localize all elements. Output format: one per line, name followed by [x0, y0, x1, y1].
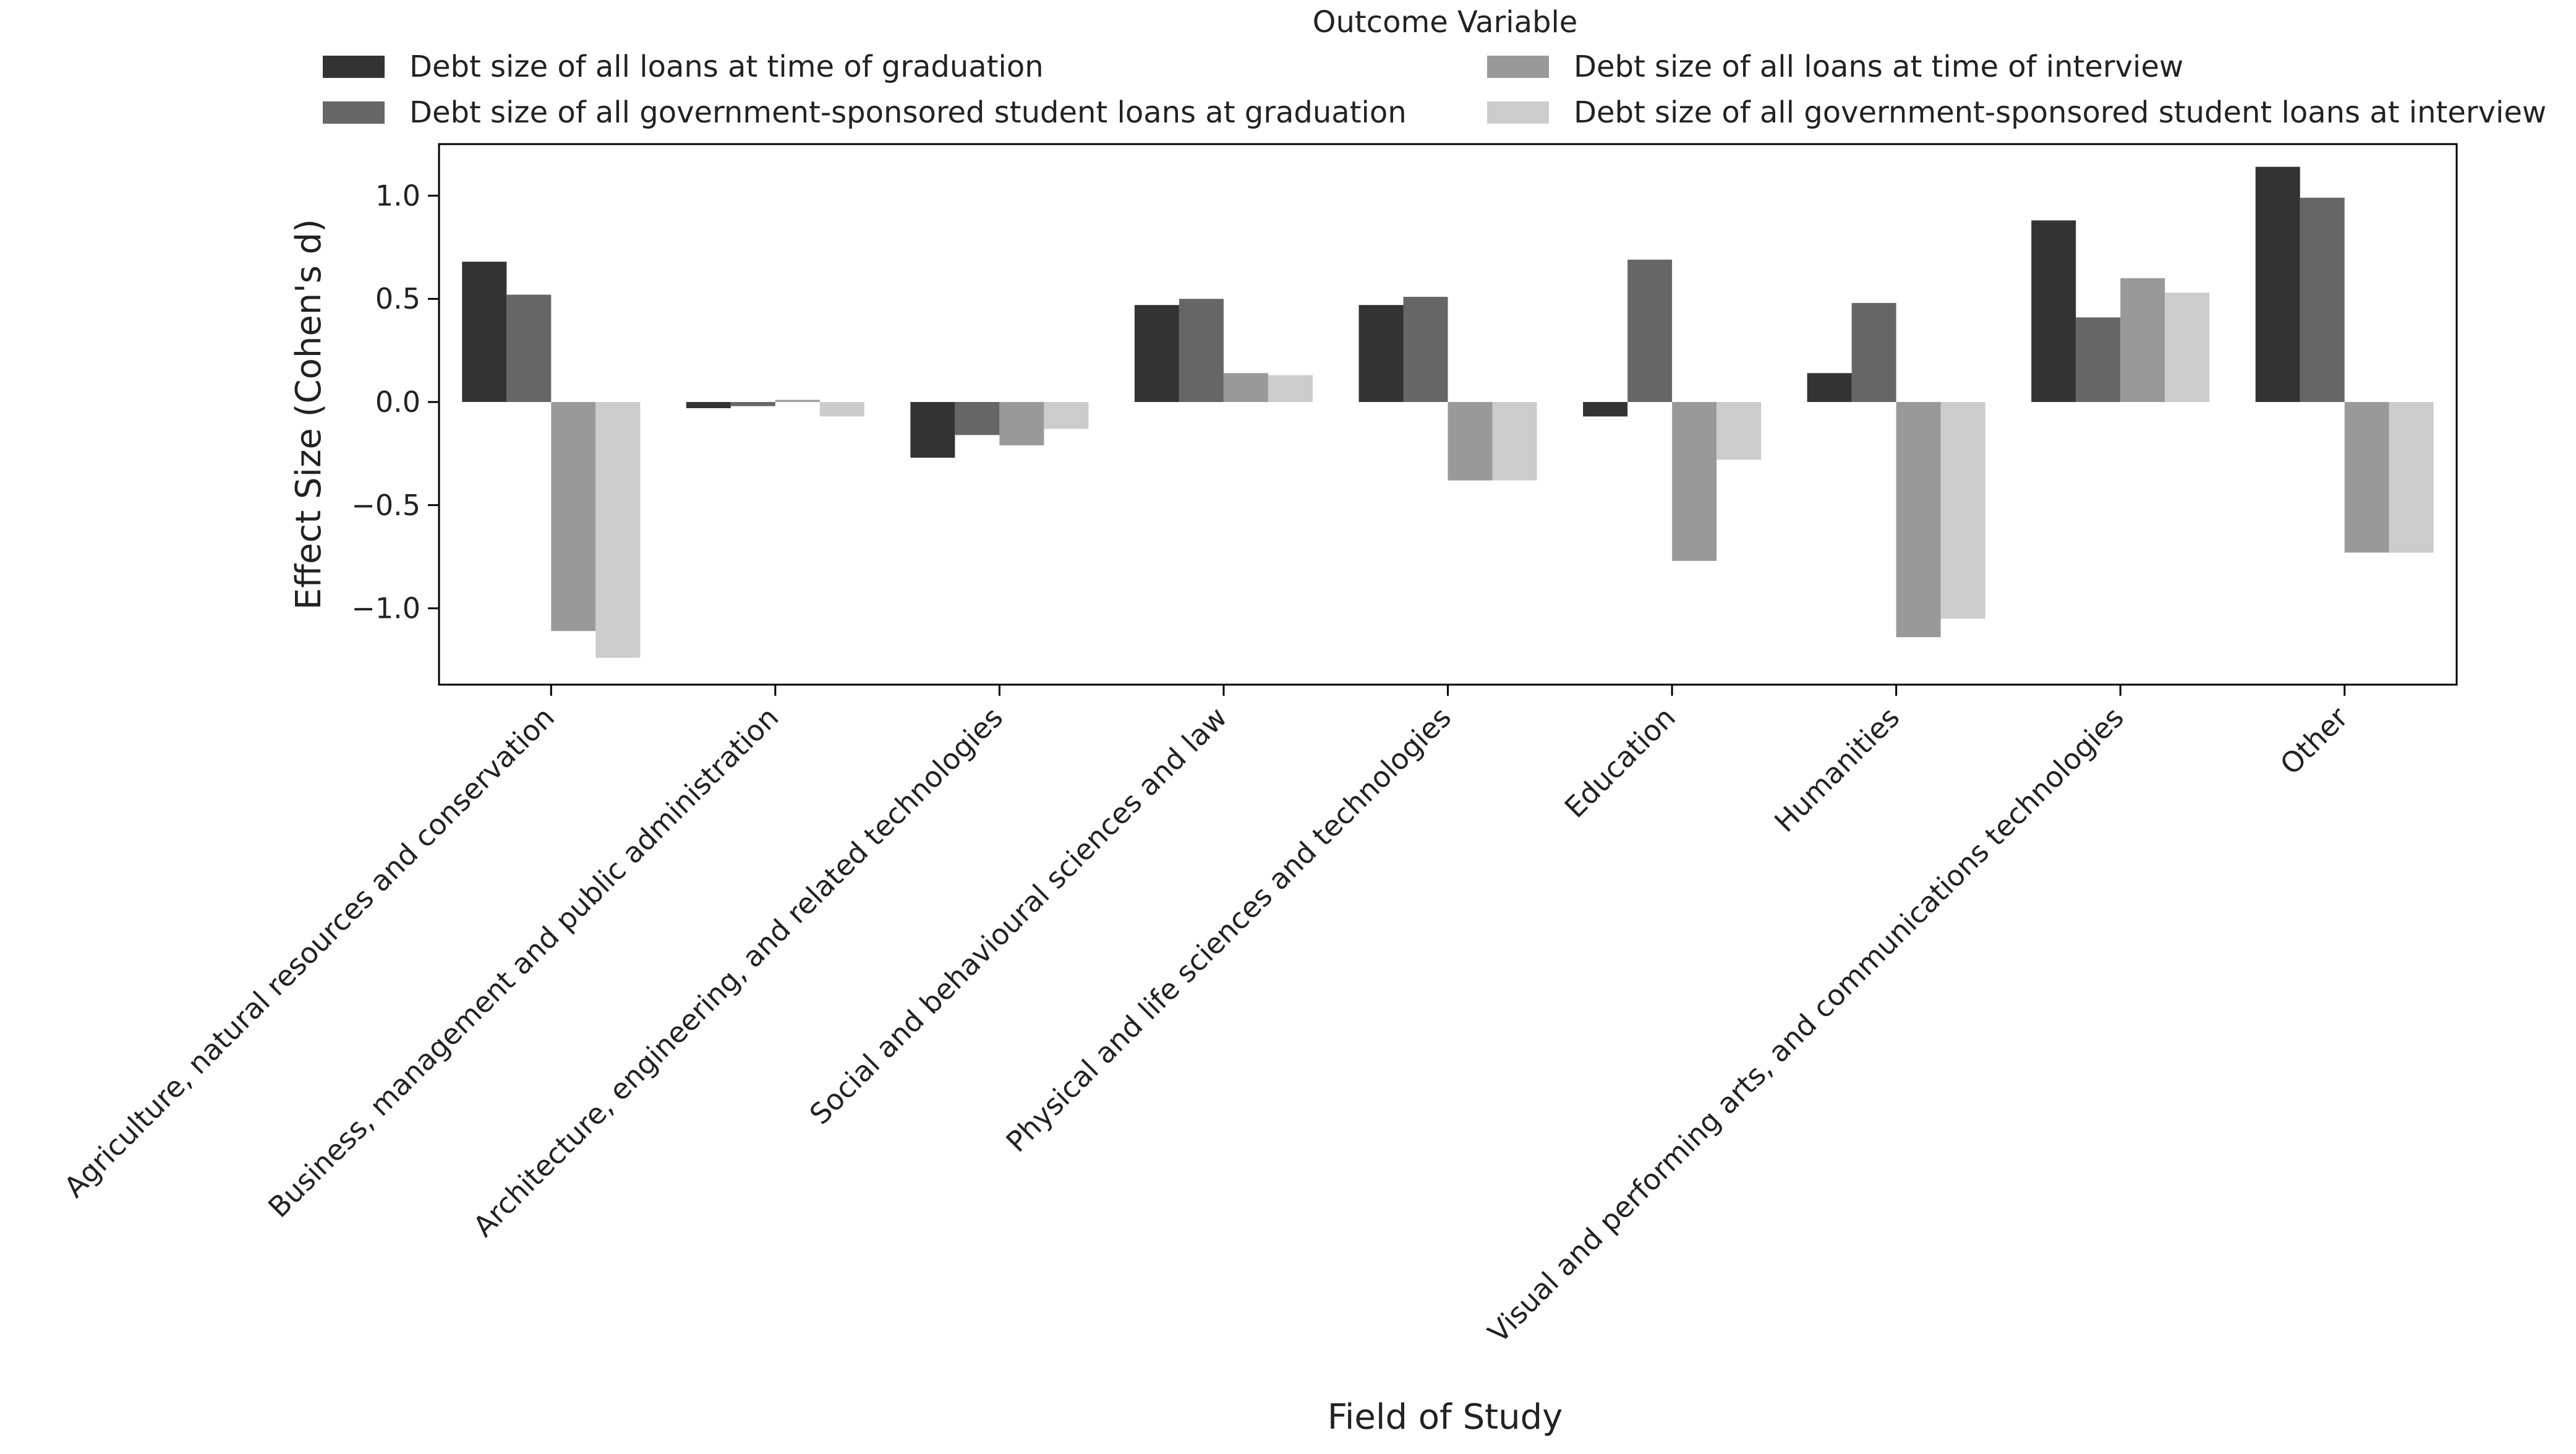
legend-swatch-4 — [1487, 101, 1549, 124]
bar-series-1-3 — [910, 402, 955, 458]
bar-series-4-9 — [2389, 402, 2434, 553]
bar-series-4-5 — [1492, 402, 1537, 481]
bar-series-1-4 — [1134, 305, 1179, 402]
bar-series-4-3 — [1044, 402, 1089, 429]
bar-series-3-6 — [1672, 402, 1717, 561]
y-tick-label: −0.5 — [351, 489, 420, 522]
y-tick-label: 0.5 — [375, 282, 420, 315]
legend-title: Outcome Variable — [1313, 5, 1578, 40]
bar-series-1-8 — [2031, 220, 2076, 402]
legend-swatch-3 — [1487, 56, 1549, 78]
x-axis-label: Field of Study — [1328, 1397, 1563, 1437]
x-tick-label: Social and behavioural sciences and law — [803, 701, 1234, 1131]
x-tick-label: Agriculture, natural resources and conse… — [58, 701, 561, 1204]
y-tick-label: −1.0 — [351, 592, 420, 625]
x-tick-label: Physical and life sciences and technolog… — [999, 701, 1457, 1159]
legend-label-1: Debt size of all loans at time of gradua… — [409, 49, 1044, 84]
legend-label-2: Debt size of all government-sponsored st… — [409, 95, 1407, 130]
bar-series-2-1 — [506, 294, 552, 402]
bar-series-4-7 — [1940, 402, 1985, 619]
x-tick-label: Architecture, engineering, and related t… — [467, 701, 1010, 1244]
bar-series-4-1 — [595, 402, 641, 658]
bar-series-2-2 — [730, 402, 775, 406]
legend-swatch-1 — [323, 56, 385, 78]
bar-series-4-6 — [1717, 402, 1762, 460]
bar-series-3-5 — [1448, 402, 1493, 481]
x-axis: Agriculture, natural resources and conse… — [58, 685, 2355, 1349]
bar-series-2-5 — [1403, 296, 1448, 402]
legend: Outcome Variable Debt size of all loans … — [323, 5, 2546, 130]
bar-series-2-6 — [1627, 259, 1673, 402]
bar-series-1-9 — [2255, 166, 2300, 402]
bar-series-1-5 — [1358, 305, 1404, 402]
bar-series-1-1 — [462, 262, 507, 402]
bar-series-4-2 — [819, 402, 864, 417]
bar-series-1-2 — [686, 402, 731, 408]
y-axis-label: Effect Size (Cohen's d) — [289, 219, 329, 610]
bar-series-2-3 — [955, 402, 1000, 435]
bar-series-2-9 — [2300, 197, 2345, 402]
legend-label-4: Debt size of all government-sponsored st… — [1574, 95, 2546, 130]
x-tick-label: Education — [1558, 701, 1682, 824]
bar-series-3-2 — [775, 400, 820, 402]
bar-series-4-8 — [2165, 293, 2210, 402]
x-tick-label: Humanities — [1768, 701, 1906, 839]
bar-series-3-8 — [2120, 278, 2165, 402]
bar-series-3-4 — [1223, 373, 1268, 402]
x-tick-label: Other — [2274, 701, 2355, 782]
x-tick-label: Business, management and public administ… — [262, 701, 785, 1225]
plot-frame — [438, 143, 2458, 686]
legend-swatch-2 — [323, 101, 385, 124]
legend-label-3: Debt size of all loans at time of interv… — [1574, 49, 2183, 84]
bar-series-3-3 — [999, 402, 1044, 446]
y-tick-label: 0.0 — [375, 385, 420, 419]
bar-series-3-7 — [1896, 402, 1941, 638]
y-tick-label: 1.0 — [375, 179, 420, 212]
bars-group — [462, 166, 2434, 658]
bar-series-2-4 — [1179, 299, 1224, 402]
bar-series-1-6 — [1583, 402, 1628, 417]
bar-series-3-9 — [2344, 402, 2389, 553]
bar-series-1-7 — [1807, 373, 1852, 402]
bar-series-2-8 — [2076, 317, 2121, 402]
y-axis: 1.0 0.5 0.0 −0.5 −1.0 — [351, 179, 439, 625]
bar-series-3-1 — [551, 402, 596, 631]
bar-series-2-7 — [1851, 302, 1896, 402]
bar-series-4-4 — [1268, 375, 1313, 402]
